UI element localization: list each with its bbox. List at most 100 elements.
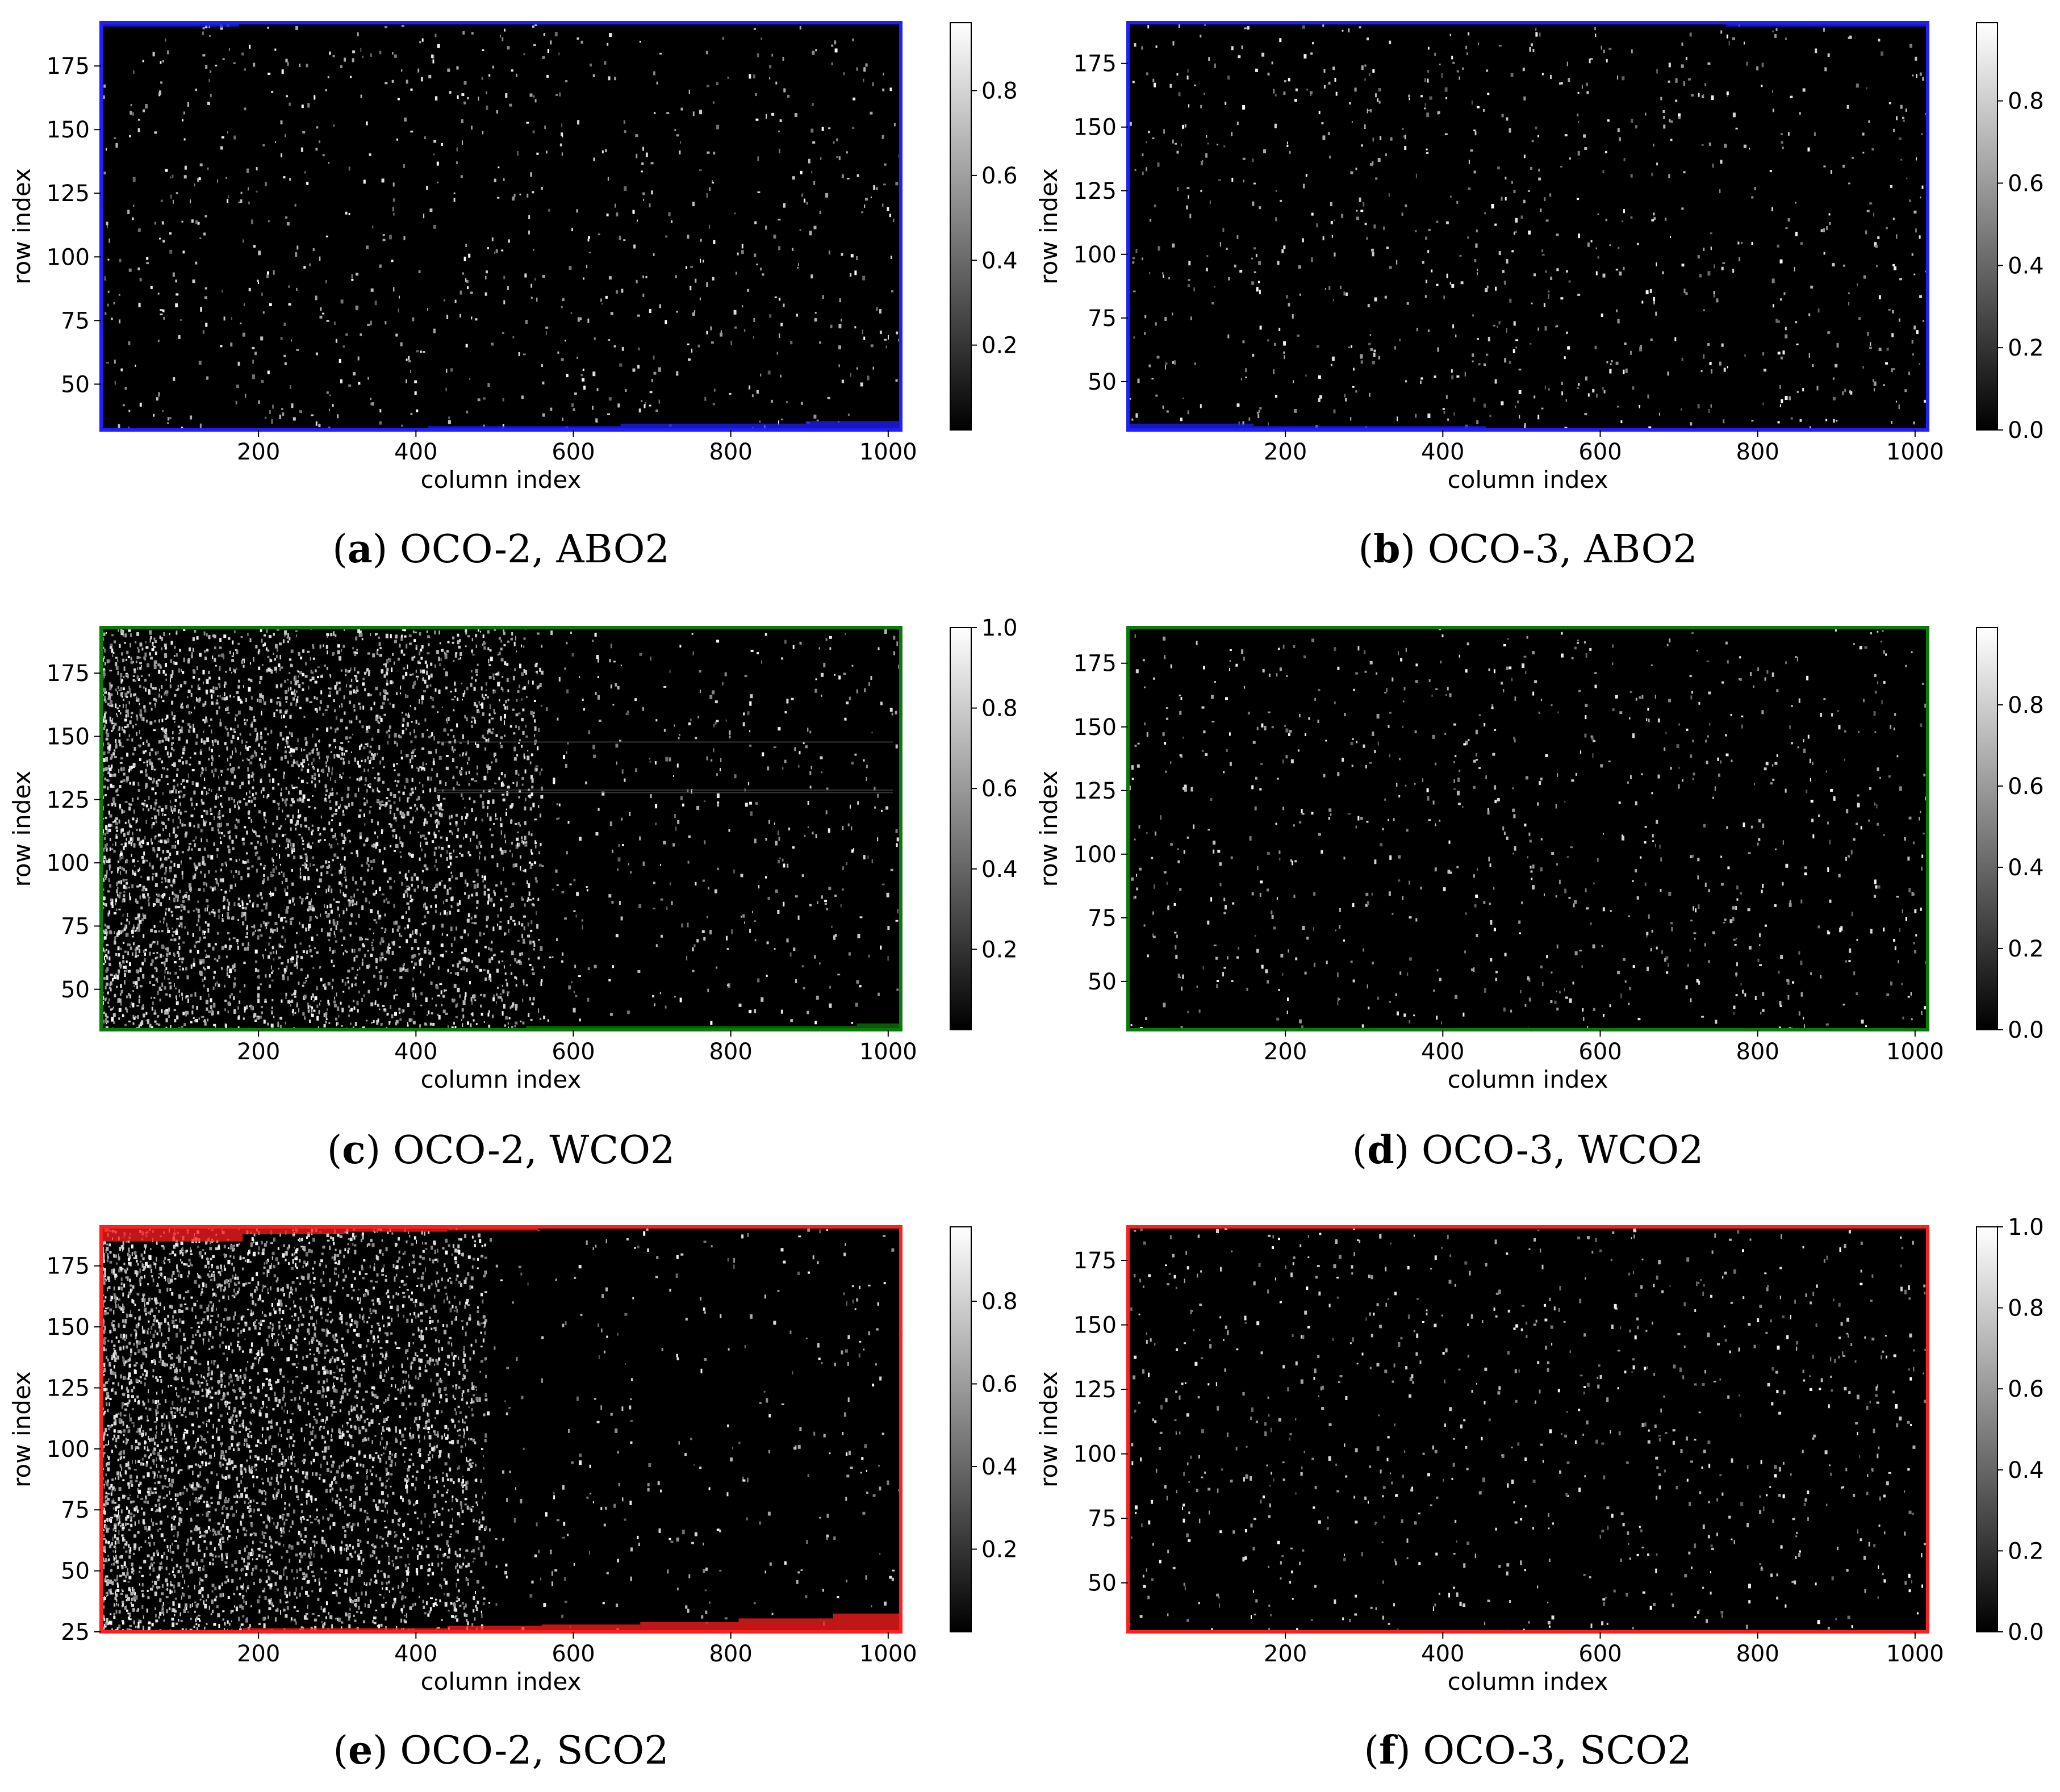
y-tick-label: 50 (1088, 1570, 1117, 1597)
y-tick-label: 50 (1088, 969, 1117, 995)
panel-caption: (c) OCO-2, WCO2 (327, 1127, 675, 1173)
x-tick-label: 600 (1578, 439, 1622, 465)
x-tick-label: 400 (394, 439, 437, 465)
caption-open-paren: ( (333, 1728, 348, 1773)
heatmap-image (1128, 23, 1928, 430)
colorbar-tick-label: 0.0 (2008, 417, 2044, 444)
heatmap-image (101, 1227, 901, 1632)
panel-frame (99, 21, 902, 432)
colorbar-tick-label: 0.4 (2008, 1457, 2044, 1484)
y-axis-label: row index (8, 771, 36, 887)
colorbar-gradient (950, 22, 972, 431)
panel-frame (99, 1225, 902, 1634)
masked-band (542, 1624, 641, 1632)
y-tick-label: 150 (1073, 115, 1117, 141)
y-tick-label: 50 (61, 977, 90, 1003)
panel-e: 200 400 600 800 1000 25 50 75 100 125 150 175 column… (8, 1225, 1018, 1773)
y-tick-label: 100 (47, 850, 90, 876)
colorbar-tick-label: 0.2 (981, 937, 1018, 963)
heatmap-speckles (1128, 628, 1928, 1030)
x-tick-label: 1000 (859, 1641, 917, 1667)
masked-band (345, 1227, 448, 1232)
y-tick-label: 175 (1073, 51, 1117, 77)
caption-close-paren: ) (366, 1128, 393, 1173)
panel-frame (1126, 1225, 1929, 1634)
x-tick-label: 200 (237, 1641, 280, 1667)
y-tick-label: 75 (1088, 1506, 1117, 1532)
caption-open-paren: ( (1364, 1728, 1379, 1773)
colorbar-tick-label: 0.6 (981, 776, 1018, 802)
x-tick-label: 1000 (1886, 1641, 1944, 1667)
colorbar-tick-label: 0.8 (981, 1289, 1018, 1315)
caption-open-paren: ( (332, 527, 348, 572)
y-tick-label: 100 (1073, 842, 1117, 868)
y-tick-label: 150 (1073, 1313, 1117, 1339)
panel-frame (1126, 626, 1929, 1031)
x-axis-label: column index (1448, 1066, 1608, 1093)
y-axis-label: row index (1035, 771, 1063, 887)
colorbar-tick-label: 0.4 (981, 857, 1018, 883)
x-axis-label: column index (421, 1066, 582, 1093)
y-tick-label: 50 (61, 371, 90, 398)
y-tick-label: 175 (1073, 651, 1117, 677)
masked-band (856, 1023, 901, 1030)
colorbar-tick-label: 0.4 (2008, 855, 2044, 881)
panel-caption: (f) OCO-3, SCO2 (1364, 1728, 1691, 1773)
colorbar-tick-label: 0.6 (981, 1371, 1018, 1397)
x-tick-label: 1000 (859, 1039, 917, 1065)
colorbar-tick-label: 0.6 (981, 163, 1018, 189)
panel-caption: (b) OCO-3, ABO2 (1358, 527, 1697, 572)
x-tick-label: 800 (1736, 1039, 1779, 1065)
colorbar: 0.0 0.2 0.4 0.6 0.8 (1976, 22, 2044, 444)
x-tick-label: 800 (1736, 439, 1779, 465)
colorbar-tick-label: 0.2 (981, 333, 1018, 359)
y-tick-label: 125 (47, 1375, 90, 1401)
colorbar-tick-label: 1.0 (2008, 1214, 2044, 1240)
colorbar-gradient (1976, 1226, 1998, 1632)
colorbar-tick-label: 0.6 (2008, 170, 2044, 197)
y-tick-label: 75 (61, 1497, 90, 1523)
y-tick-label: 175 (47, 53, 90, 80)
colorbar-tick-label: 0.2 (2008, 936, 2044, 962)
heatmap-speckles (101, 628, 901, 1030)
x-axis-label: column index (421, 466, 582, 494)
colorbar-tick-label: 0.2 (2008, 335, 2044, 361)
y-tick-label: 150 (47, 117, 90, 143)
heatmap-image (101, 628, 901, 1030)
y-tick-label: 75 (61, 913, 90, 939)
panel-caption: (d) OCO-3, WCO2 (1352, 1127, 1704, 1173)
caption-open-paren: ( (1358, 527, 1373, 572)
heatmap-image (1128, 1227, 1928, 1632)
y-tick-label: 100 (47, 244, 90, 270)
y-tick-label: 175 (47, 1254, 90, 1280)
colorbar-tick-label: 0.4 (2008, 253, 2044, 279)
colorbar-tick-label: 0.8 (981, 78, 1018, 105)
heatmap-image (101, 23, 901, 430)
y-tick-label: 125 (1073, 1377, 1117, 1403)
colorbar-gradient (950, 627, 972, 1030)
caption-close-paren: ) (1394, 1128, 1422, 1173)
caption-letter: d (1367, 1127, 1394, 1173)
y-tick-label: 150 (47, 1314, 90, 1340)
caption-text: OCO-3, SCO2 (1423, 1728, 1691, 1773)
colorbar-tick-label: 0.8 (2008, 1296, 2044, 1322)
panel-caption: (a) OCO-2, ABO2 (332, 527, 670, 572)
y-tick-label: 125 (1073, 178, 1117, 204)
y-tick-label: 100 (47, 1436, 90, 1463)
y-axis-label: row index (1035, 168, 1063, 285)
heatmap-speckles (101, 1227, 901, 1632)
colorbar-tick-label: 0.8 (981, 696, 1018, 722)
y-tick-label: 125 (47, 787, 90, 813)
colorbar-tick-label: 1.0 (981, 615, 1018, 641)
caption-text: OCO-3, WCO2 (1422, 1128, 1703, 1173)
x-tick-label: 600 (551, 439, 595, 465)
x-tick-label: 800 (1736, 1641, 1779, 1667)
caption-open-paren: ( (327, 1128, 342, 1173)
x-tick-label: 800 (709, 1039, 752, 1065)
y-tick-label: 150 (47, 724, 90, 750)
panel-b: 200 400 600 800 1000 50 75 100 125 150 175 column i… (1035, 21, 2044, 572)
caption-text: OCO-2, ABO2 (400, 527, 670, 572)
caption-close-paren: ) (1401, 527, 1428, 572)
caption-letter: c (342, 1127, 365, 1173)
